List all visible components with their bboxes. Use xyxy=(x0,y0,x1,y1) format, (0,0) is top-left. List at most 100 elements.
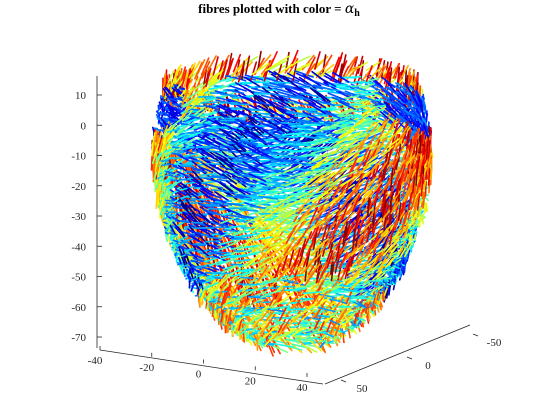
fibre-segment xyxy=(350,326,356,330)
fibre-segment xyxy=(304,262,308,282)
fibre-segment xyxy=(165,170,176,175)
fibre-segment xyxy=(418,219,422,229)
fibre-segment xyxy=(344,260,351,280)
fibre-segment xyxy=(225,309,232,326)
fibre-segment xyxy=(406,238,412,249)
fibre-segment xyxy=(365,115,382,120)
fibre-segment xyxy=(402,89,412,97)
x-tick-label: -20 xyxy=(139,362,154,374)
fibre-segment xyxy=(407,227,415,230)
fibre-segment xyxy=(219,62,227,82)
fibre-segment xyxy=(257,257,275,269)
fibre-segment xyxy=(203,281,208,299)
fibre-segment xyxy=(165,69,168,89)
fibre-segment xyxy=(416,155,421,175)
fibre-segment xyxy=(304,269,317,287)
fibre-segment xyxy=(212,254,227,262)
fibre-segment xyxy=(415,93,423,107)
fibre-segment xyxy=(169,242,174,245)
fibre-segment xyxy=(167,183,178,191)
fibre-segment xyxy=(404,82,414,96)
fibre-segment xyxy=(319,333,328,343)
fibre-segment xyxy=(231,244,248,256)
fibre-segment xyxy=(164,227,170,232)
fibre-segment xyxy=(379,110,394,123)
fibre-segment xyxy=(373,236,384,251)
fibre-segment xyxy=(188,63,200,79)
fibre-segment xyxy=(348,279,361,292)
fibre-segment xyxy=(181,248,187,259)
fibre-segment xyxy=(386,61,393,79)
fibre-segment xyxy=(176,213,187,221)
fibre-segment xyxy=(189,270,195,282)
fibre-segment xyxy=(429,168,433,180)
fibre-segment xyxy=(307,263,321,279)
fibre-segment xyxy=(362,270,375,277)
fibre-segment xyxy=(257,333,267,345)
fibre-segment xyxy=(317,306,336,313)
fibre-segment xyxy=(392,138,404,150)
fibre-segment xyxy=(391,190,402,204)
fibre-segment xyxy=(164,144,174,156)
fibre-segment xyxy=(175,125,188,137)
fibre-segment xyxy=(411,241,415,246)
fibre-segment xyxy=(225,254,242,264)
fibre-segment xyxy=(287,308,309,311)
chart-title-subscript: h xyxy=(354,8,360,19)
fibre-segment xyxy=(183,268,186,275)
fibre-segment xyxy=(382,245,393,256)
z-tick-label: -20 xyxy=(71,181,86,193)
fibre-segment xyxy=(184,247,195,252)
fibre-segment xyxy=(206,297,211,310)
fibre-segment xyxy=(369,104,386,108)
fibre-segment xyxy=(403,150,412,166)
fibre-segment xyxy=(335,286,353,292)
y-tick-label: -50 xyxy=(487,337,502,349)
fibre-segment xyxy=(380,59,386,79)
fibre-segment xyxy=(153,127,159,130)
fibre-segment xyxy=(354,275,369,282)
fibre-segment xyxy=(345,302,356,314)
fibre-segment xyxy=(174,158,187,165)
chart-title-text: fibres plotted with color = xyxy=(198,1,345,16)
fibre-segment xyxy=(265,311,277,329)
fibre-segment xyxy=(167,98,170,101)
fibre-segment xyxy=(209,178,226,185)
fibre-segment xyxy=(368,67,382,80)
fibre-segment xyxy=(413,194,420,209)
fibre-segment xyxy=(229,176,246,190)
fibre-segment xyxy=(214,191,229,202)
fibre-segment xyxy=(377,130,392,140)
fibre-segment xyxy=(335,233,344,251)
fibre-segment xyxy=(172,165,184,171)
fibre-segment xyxy=(191,266,200,274)
fibre-segment xyxy=(194,155,210,159)
fibre-segment xyxy=(358,89,376,93)
fibre-segment xyxy=(253,255,273,265)
fibre-segment xyxy=(339,238,351,254)
fibre-segment xyxy=(414,221,421,226)
fibre-segment xyxy=(347,325,354,329)
fibre-segment xyxy=(197,227,210,235)
fibre-segment xyxy=(406,249,411,262)
fibre-segment xyxy=(408,115,417,128)
fibre-segment xyxy=(199,235,211,247)
fibre-segment xyxy=(267,319,288,327)
fibre-segment xyxy=(317,318,330,332)
fibre-segment xyxy=(408,165,416,181)
fibre-segment xyxy=(174,140,187,147)
fibre-segment xyxy=(275,275,296,283)
fibre-segment xyxy=(228,260,244,272)
fibre-segment xyxy=(388,96,402,108)
fibre-segment xyxy=(174,86,184,95)
fibre-segment xyxy=(191,212,202,224)
fibre-segment xyxy=(258,233,276,246)
fibre-segment xyxy=(268,291,282,308)
fibre-segment xyxy=(295,282,316,290)
fibre-segment xyxy=(190,259,201,264)
fibre-segment xyxy=(173,64,182,80)
fibre-segment xyxy=(171,176,180,187)
fibre-segment xyxy=(392,265,401,270)
fibre-segment xyxy=(408,95,417,106)
fibre-segment xyxy=(377,275,387,282)
